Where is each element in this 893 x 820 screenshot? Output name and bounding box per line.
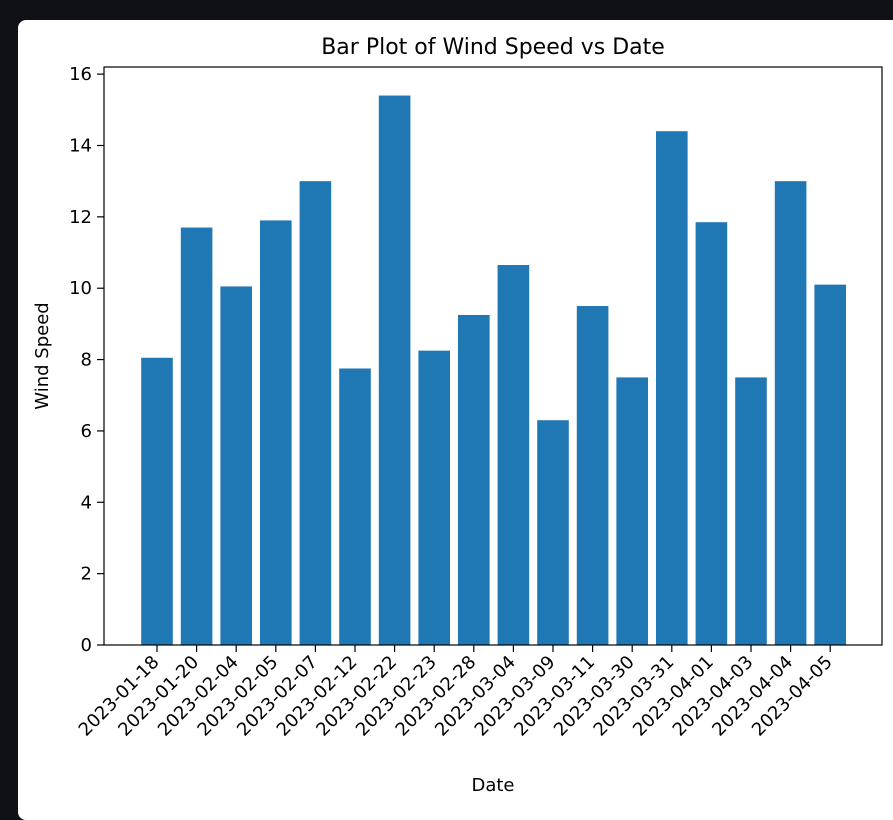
x-axis-title: Date	[471, 775, 514, 796]
bar-2023-02-28	[458, 314, 490, 645]
y-axis-title: Wind Speed	[32, 302, 53, 409]
x-axis-ticks: 2023-01-182023-01-202023-02-042023-02-05…	[75, 645, 837, 741]
chart-title: Bar Plot of Wind Speed vs Date	[321, 35, 665, 60]
y-tick-label: 0	[81, 635, 92, 656]
y-tick-label: 2	[81, 564, 92, 585]
bar-2023-02-22	[378, 95, 411, 646]
y-tick-label: 10	[69, 278, 92, 299]
bar-2023-03-04	[497, 265, 530, 645]
bar-2023-03-31	[656, 131, 688, 646]
y-tick-label: 16	[69, 64, 92, 85]
y-tick-label: 14	[69, 135, 92, 156]
bar-2023-04-01	[695, 222, 728, 645]
bars-group	[141, 95, 846, 646]
y-tick-label: 4	[81, 492, 92, 513]
bar-2023-01-20	[180, 227, 213, 645]
bar-2023-02-04	[220, 286, 252, 645]
y-tick-label: 8	[81, 350, 92, 371]
bar-2023-01-18	[141, 357, 173, 645]
y-tick-label: 12	[69, 207, 92, 228]
bar-2023-02-07	[299, 181, 332, 646]
bar-2023-03-09	[537, 420, 569, 645]
y-tick-label: 6	[81, 421, 92, 442]
plot-frame	[103, 66, 883, 646]
bar-2023-03-30	[616, 377, 648, 645]
bar-2023-03-11	[576, 306, 609, 645]
bar-2023-04-04	[774, 181, 807, 646]
bar-2023-04-03	[735, 377, 767, 645]
bar-2023-02-05	[260, 220, 292, 646]
bar-2023-02-23	[418, 350, 450, 645]
bar-2023-02-12	[339, 368, 371, 645]
bar-2023-04-05	[814, 284, 846, 645]
y-axis-ticks: 0 2 4 6 8 10 12 14 16	[69, 64, 104, 656]
